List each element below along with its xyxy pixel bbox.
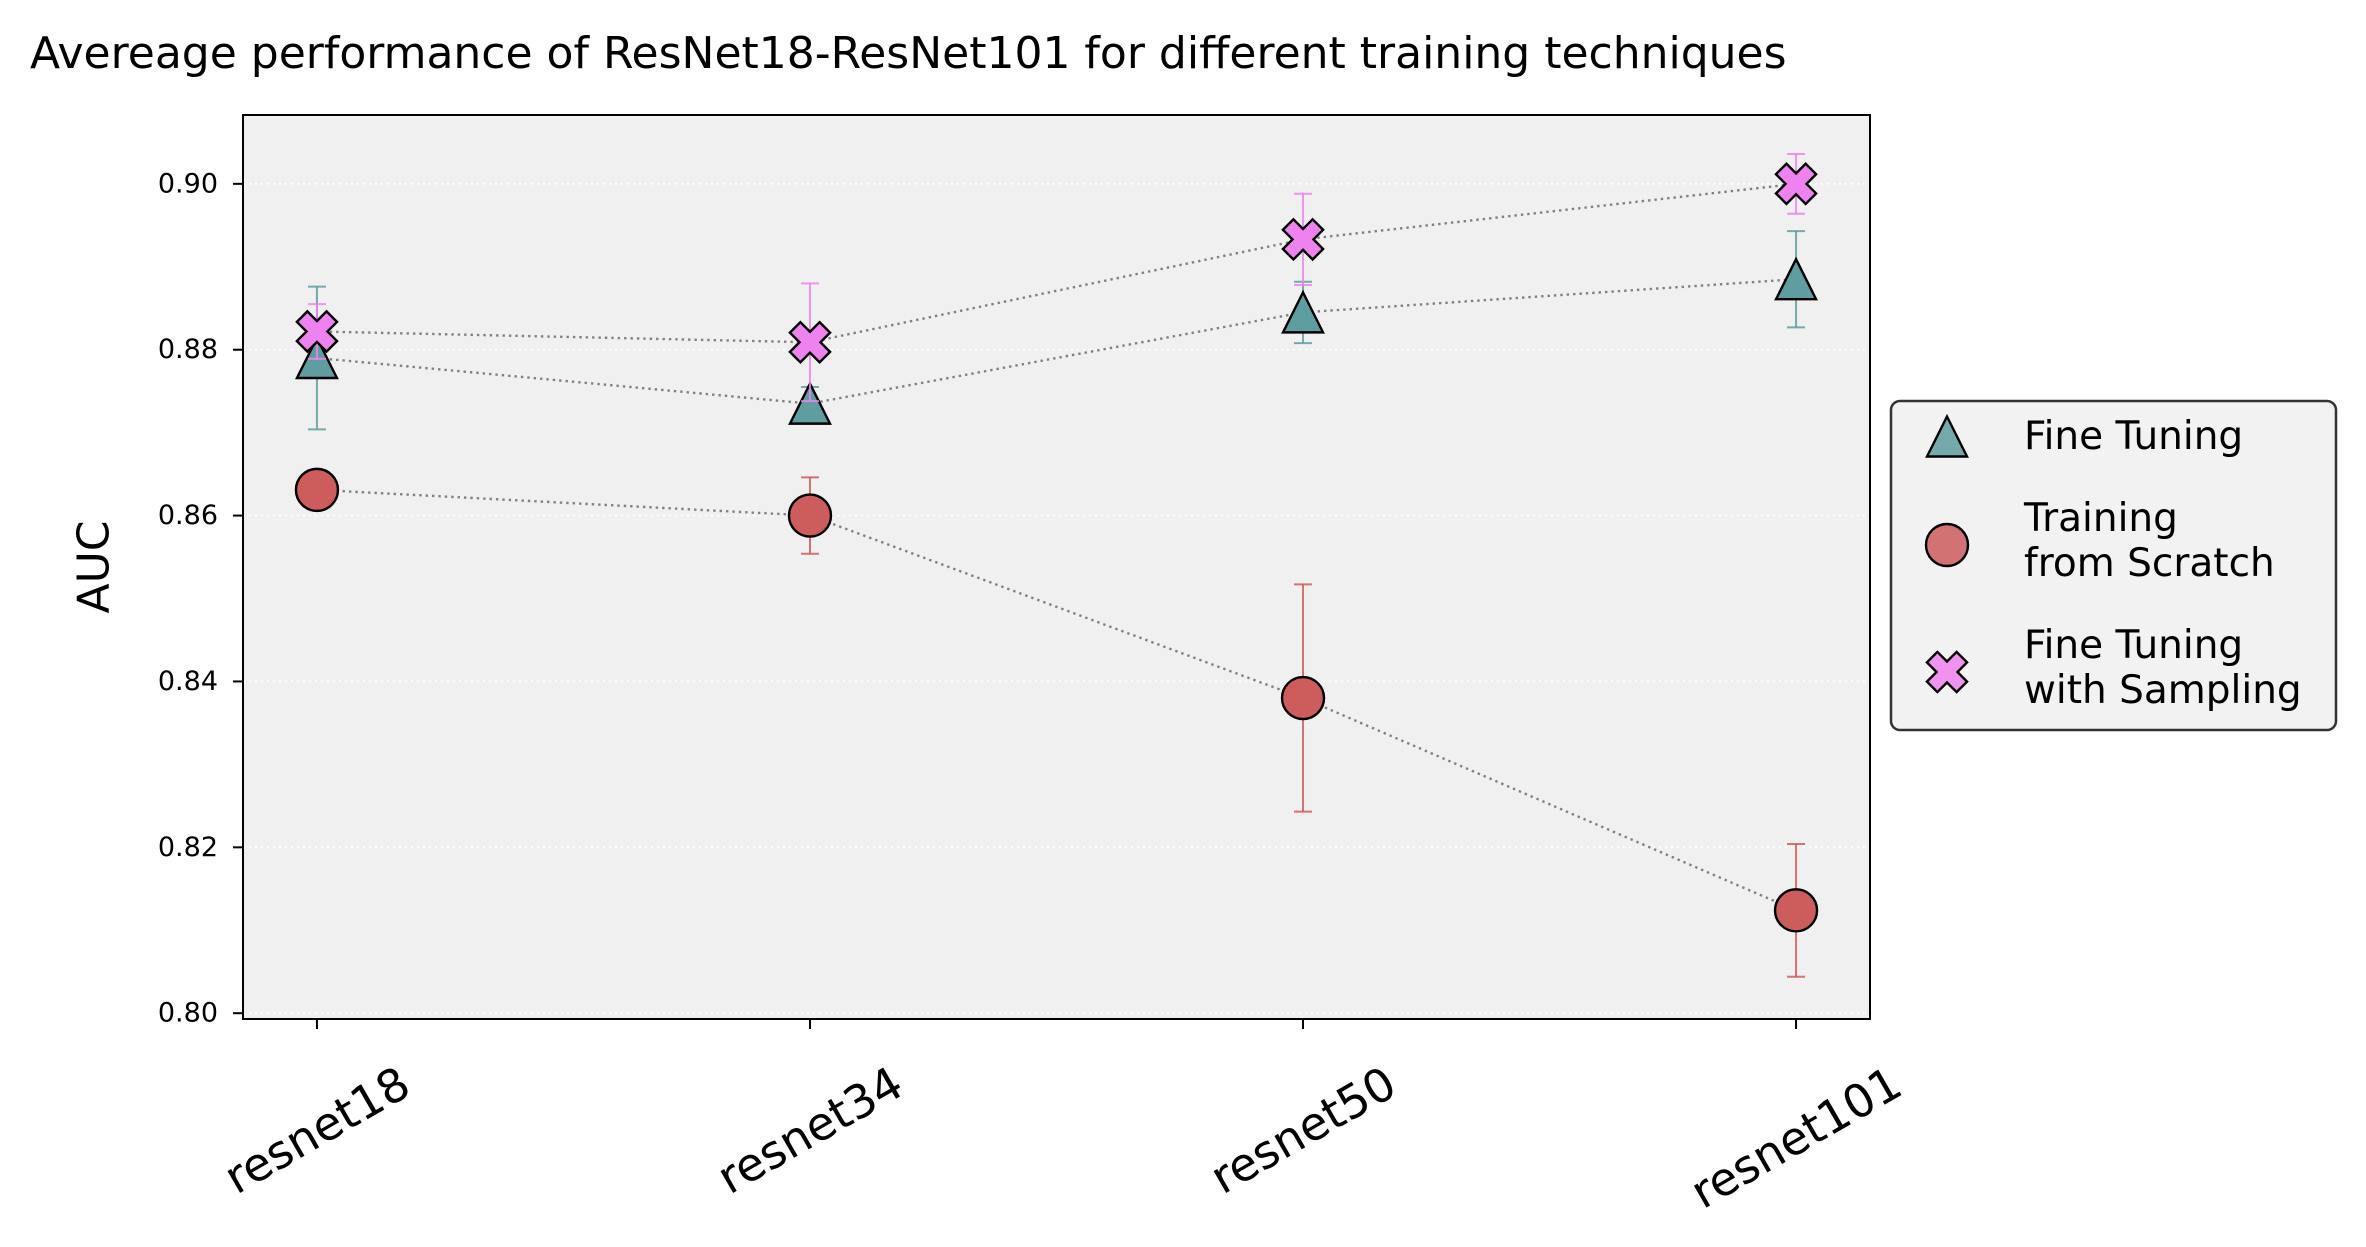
data-point-fine-tuning-with-sampling [295,309,339,354]
data-point-training-from-scratch [787,493,833,538]
data-point-fine-tuning [1281,289,1325,334]
legend-label: Fine Tuning [2024,414,2243,459]
plot-area: 0.80 0.82 0.84 0.86 0.88 0.90 resnet18 resnet34… [158,114,1911,1219]
legend-label: Training [2023,496,2178,541]
data-point-fine-tuning [788,380,832,425]
data-point-fine-tuning-with-sampling [1281,217,1325,262]
legend-marker-fine-tuning [1925,413,1969,458]
x-tick-label: resnet50 [1201,1056,1405,1205]
legend-label: from Scratch [2024,541,2275,586]
legend-label: with Sampling [2024,668,2302,713]
legend-entry-fine-tuning: Fine Tuning [1925,413,2243,459]
data-point-training-from-scratch [294,467,340,513]
axes-frame [242,114,1871,1020]
y-axis-label: AUC [69,520,120,613]
plot-background [243,115,1870,1019]
data-point-training-from-scratch [1773,888,1819,933]
data-point-fine-tuning-with-sampling [788,320,832,365]
y-tick-label: 0.84 [158,666,218,697]
legend-marker-fine-tuning-with-sampling [1925,650,1969,694]
legend-label: Fine Tuning [2024,623,2243,668]
connector-line-training-from-scratch [316,488,1797,912]
y-tick-label: 0.82 [158,832,218,863]
data-point-fine-tuning-with-sampling [1774,162,1818,206]
x-tick-label: resnet34 [708,1056,912,1205]
x-tick-label: resnet18 [215,1056,419,1205]
x-tick-label: resnet101 [1681,1056,1910,1219]
connector-line-fine-tuning [316,278,1797,405]
y-tick-label: 0.86 [158,500,218,531]
legend-marker-training-from-scratch [1924,522,1970,568]
chart-title: Avereage performance of ResNet18-ResNet1… [30,28,1787,79]
data-point-fine-tuning [1774,256,1818,301]
y-tick-label: 0.88 [158,334,218,365]
legend-frame [1889,399,2338,732]
data-point-training-from-scratch [1280,675,1326,721]
y-tick-label: 0.90 [158,168,218,199]
y-tick-label: 0.80 [158,998,218,1029]
